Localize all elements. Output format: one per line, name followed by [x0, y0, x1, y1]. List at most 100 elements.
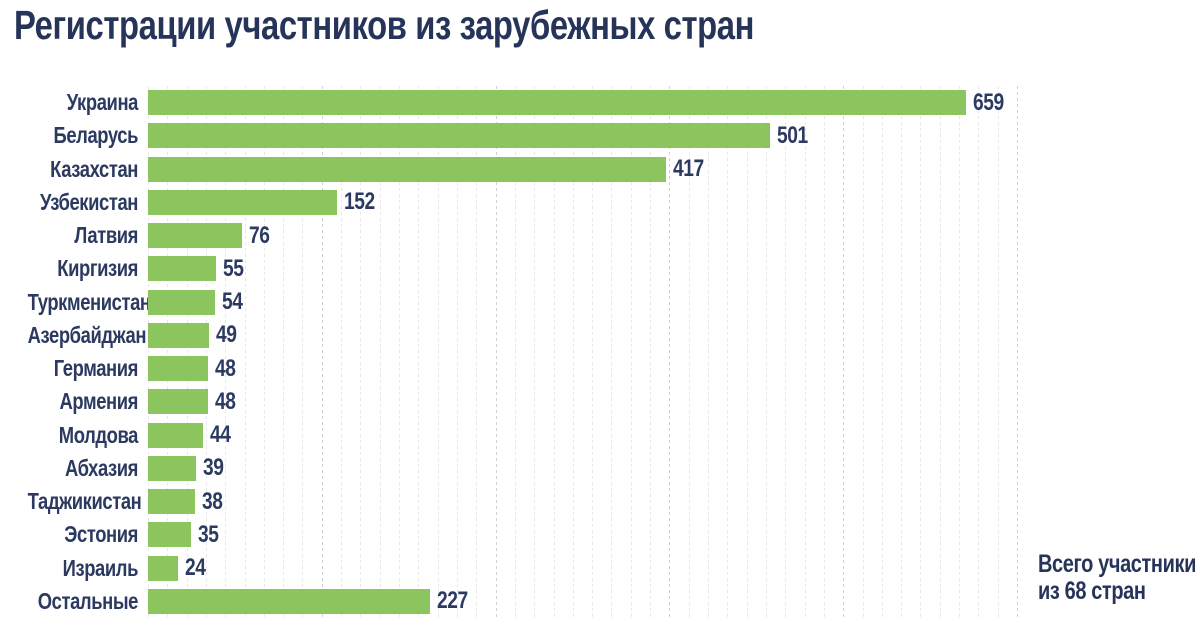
gridline	[843, 86, 845, 618]
gridline	[901, 86, 903, 618]
gridline	[688, 86, 690, 618]
category-label: Германия	[53, 355, 139, 382]
value-label: 24	[184, 554, 206, 582]
bar-track: 152	[148, 188, 1017, 215]
gridline	[669, 86, 671, 618]
gridline	[476, 86, 478, 618]
gridline	[205, 86, 207, 618]
category-label: Узбекистан	[40, 188, 138, 215]
bar-row: Латвия 76	[0, 219, 1200, 252]
bar-track: 39	[148, 454, 1017, 482]
gridline	[611, 86, 613, 618]
bar	[148, 356, 208, 382]
chart-title: Регистрации участников из зарубежных стр…	[14, 2, 755, 48]
bar-chart: Украина 659 Беларусь 501 Казахстан 417 У…	[0, 86, 1200, 618]
gridline	[823, 86, 825, 618]
bar-track: 35	[148, 520, 1017, 548]
gridline	[881, 86, 883, 618]
gridline	[727, 86, 729, 618]
value-label: 659	[973, 88, 1004, 116]
gridline	[630, 86, 632, 618]
bar-row: Германия 48	[0, 352, 1200, 385]
gridline	[244, 86, 246, 618]
bar-track: 55	[148, 255, 1017, 282]
category-label: Израиль	[62, 554, 139, 581]
bar	[148, 322, 209, 348]
bar	[148, 422, 203, 448]
bar-row: Туркменистан 54	[0, 286, 1200, 319]
bar-row: Эстония 35	[0, 518, 1200, 551]
gridline	[148, 86, 149, 618]
bar	[148, 588, 430, 614]
gridline	[418, 86, 420, 618]
bar-row: Киргизия 55	[0, 252, 1200, 285]
category-label: Азербайджан	[27, 321, 147, 348]
gridline	[746, 86, 748, 618]
bar-row: Беларусь 501	[0, 119, 1200, 152]
value-label: 76	[249, 221, 270, 249]
bar-row: Таджикистан 38	[0, 485, 1200, 518]
bar	[148, 156, 666, 182]
bar-row: Армения 48	[0, 385, 1200, 418]
bar-row: Казахстан 417	[0, 153, 1200, 186]
bar-row: Азербайджан 49	[0, 319, 1200, 352]
bar-track: 38	[148, 487, 1017, 515]
gridline	[321, 86, 323, 618]
gridline	[978, 86, 980, 618]
value-label: 38	[202, 487, 223, 515]
value-label: 501	[776, 121, 808, 149]
bar-track: 24	[148, 554, 1017, 582]
category-label: Остальные	[37, 587, 139, 614]
gridline	[456, 86, 458, 618]
gridline	[225, 86, 227, 618]
gridline	[437, 86, 439, 618]
gridline	[920, 86, 922, 618]
value-label: 417	[672, 155, 704, 183]
gridline	[650, 86, 652, 618]
total-note-line1: Всего участники	[1038, 550, 1196, 578]
bar-row: Израиль 24	[0, 552, 1200, 585]
bar-track: 417	[148, 155, 1017, 183]
gridline	[379, 86, 381, 618]
value-label: 35	[198, 520, 219, 548]
bar-row: Украина 659	[0, 86, 1200, 119]
bar-row: Узбекистан 152	[0, 186, 1200, 219]
value-label: 48	[214, 387, 236, 415]
gridline	[302, 86, 304, 618]
gridline	[534, 86, 536, 618]
bar-track: 44	[148, 421, 1017, 448]
bar	[148, 555, 178, 581]
bar-row: Молдова 44	[0, 419, 1200, 452]
gridline	[360, 86, 362, 618]
category-label: Беларусь	[53, 122, 139, 149]
gridline	[283, 86, 285, 618]
gridline	[186, 86, 188, 618]
gridline	[765, 86, 767, 618]
total-note-line2: из 68 стран	[1038, 577, 1146, 605]
bar	[148, 455, 197, 481]
bar	[148, 123, 770, 149]
gridline	[263, 86, 265, 618]
gridline	[785, 86, 787, 618]
value-label: 48	[214, 354, 236, 382]
gridline	[514, 86, 516, 618]
gridline	[495, 86, 497, 618]
bar-track: 501	[148, 121, 1017, 149]
bar	[148, 522, 192, 548]
gridline	[572, 86, 574, 618]
bar-track: 48	[148, 387, 1017, 415]
category-label: Молдова	[58, 421, 139, 448]
gridline	[553, 86, 555, 618]
value-label: 54	[221, 288, 243, 316]
gridline	[708, 86, 710, 618]
gridline	[167, 86, 169, 618]
gridlines	[148, 86, 1018, 618]
bar-track: 49	[148, 321, 1017, 348]
bar-row: Остальные 227	[0, 585, 1200, 618]
value-label: 39	[203, 454, 224, 482]
category-label: Армения	[59, 388, 139, 415]
category-label: Латвия	[74, 222, 138, 249]
bar-rows: Украина 659 Беларусь 501 Казахстан 417 У…	[0, 86, 1200, 618]
category-label: Туркменистан	[27, 288, 151, 315]
